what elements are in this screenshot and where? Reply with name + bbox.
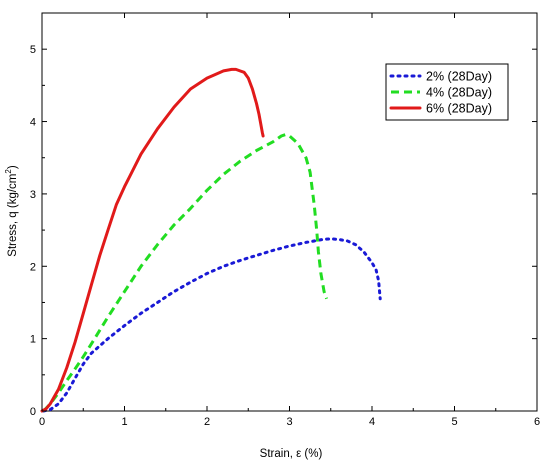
x-tick-label: 4 <box>369 416 375 428</box>
y-axis-label-close: ) <box>7 165 19 169</box>
y-axis-label-main: Stress, q (kg/cm <box>7 174 19 257</box>
y-tick-label: 3 <box>30 189 36 201</box>
series-line-3 <box>40 67 265 413</box>
legend-label-3: 6% (28Day) <box>426 102 492 116</box>
x-tick-label: 2 <box>204 416 210 428</box>
x-tick-label: 6 <box>534 416 540 428</box>
y-tick-label: 0 <box>30 406 36 418</box>
y-tick-label: 4 <box>30 117 36 129</box>
x-tick-label: 0 <box>39 416 45 428</box>
legend-label-1: 2% (28Day) <box>426 70 492 84</box>
y-tick-label: 1 <box>30 334 36 346</box>
y-axis-label: Stress, q (kg/cm2) <box>4 165 19 257</box>
x-tick-label: 3 <box>286 416 292 428</box>
x-axis-ticks: 0 1 2 3 4 5 6 <box>39 13 540 428</box>
legend-label-2: 4% (28Day) <box>426 86 492 100</box>
y-tick-label: 2 <box>30 261 36 273</box>
y-tick-label: 5 <box>30 44 36 56</box>
series-line-2 <box>42 133 329 413</box>
series-layer <box>40 67 382 413</box>
legend: 2% (28Day) 4% (28Day) 6% (28Day) <box>385 63 509 121</box>
x-axis-label: Strain, ε (%) <box>260 448 323 460</box>
x-tick-label: 5 <box>451 416 457 428</box>
y-axis-ticks: 0 1 2 3 4 5 <box>30 12 537 418</box>
series-line-1 <box>42 237 382 413</box>
y-axis-label-superscript: 2 <box>4 169 13 174</box>
x-tick-label: 1 <box>121 416 127 428</box>
